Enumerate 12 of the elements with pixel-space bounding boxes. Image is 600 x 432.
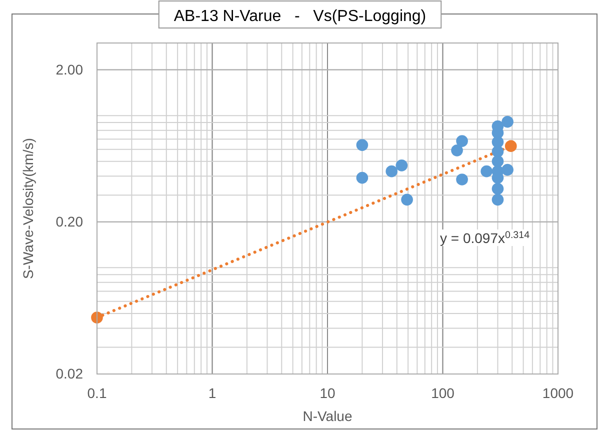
x-tick-label: 1000	[542, 384, 574, 401]
x-tick-label: 100	[431, 384, 455, 401]
y-tick-label: 0.02	[56, 365, 84, 382]
x-tick-label: 1	[208, 384, 216, 401]
x-axis-title: N-Value	[302, 408, 352, 424]
annotation: y = 0.097x$^{0.314}$	[440, 230, 530, 246]
y-axis-title: S-Wave-Velosity(km/s)	[20, 138, 36, 280]
x-tick-label: 0.1	[87, 384, 107, 401]
x-tick-label: 10	[320, 384, 336, 401]
y-tick-label: 0.20	[56, 213, 84, 230]
chart-title: AB-13 N-Varue - Vs(PS-Logging)	[174, 8, 426, 25]
y-tick-label: 2.00	[56, 61, 84, 78]
